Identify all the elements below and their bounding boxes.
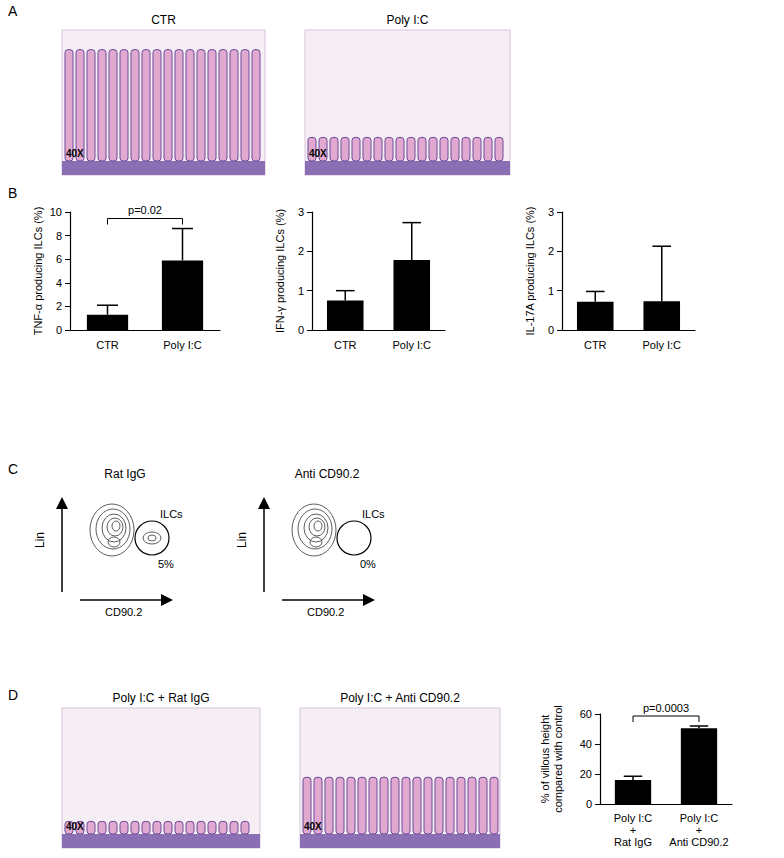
svg-text:B: B [8, 185, 17, 201]
svg-text:compared with control: compared with control [552, 705, 564, 813]
svg-text:20: 20 [580, 768, 592, 780]
svg-text:3: 3 [548, 206, 554, 218]
svg-text:0: 0 [586, 798, 592, 810]
svg-text:CD90.2: CD90.2 [105, 606, 142, 618]
svg-text:ILCs: ILCs [362, 508, 385, 520]
svg-text:D: D [8, 687, 18, 703]
svg-text:CTR: CTR [151, 13, 176, 27]
svg-text:% of villous height: % of villous height [539, 715, 551, 804]
svg-text:0: 0 [548, 324, 554, 336]
svg-text:Poly I:C + Anti CD90.2: Poly I:C + Anti CD90.2 [340, 691, 460, 705]
svg-text:5%: 5% [158, 558, 174, 570]
svg-text:C: C [8, 461, 18, 477]
svg-text:IFN-γ producing ILCs (%): IFN-γ producing ILCs (%) [274, 209, 286, 333]
svg-text:Poly I:C: Poly I:C [614, 812, 653, 824]
svg-text:Anti CD90.2: Anti CD90.2 [669, 836, 728, 848]
svg-text:1: 1 [548, 285, 554, 297]
svg-text:40X: 40X [304, 821, 322, 832]
svg-text:Lin: Lin [33, 532, 47, 548]
svg-text:6: 6 [56, 253, 62, 265]
svg-text:2: 2 [298, 245, 304, 257]
svg-text:Lin: Lin [235, 532, 249, 548]
svg-text:Poly I:C: Poly I:C [392, 339, 431, 351]
svg-text:Rat IgG: Rat IgG [104, 467, 145, 481]
svg-text:2: 2 [548, 245, 554, 257]
svg-text:10: 10 [50, 206, 62, 218]
svg-text:Poly I:C + Rat IgG: Poly I:C + Rat IgG [112, 691, 209, 705]
svg-text:Poly I:C: Poly I:C [680, 812, 719, 824]
svg-text:Poly I:C: Poly I:C [642, 339, 681, 351]
svg-text:Poly I:C: Poly I:C [386, 13, 428, 27]
svg-text:4: 4 [56, 277, 62, 289]
svg-text:Anti CD90.2: Anti CD90.2 [295, 467, 360, 481]
svg-text:CTR: CTR [584, 339, 607, 351]
svg-text:CD90.2: CD90.2 [307, 606, 344, 618]
svg-text:A: A [8, 3, 18, 19]
svg-text:60: 60 [580, 708, 592, 720]
svg-text:Poly I:C: Poly I:C [163, 339, 202, 351]
svg-text:Rat IgG: Rat IgG [614, 836, 652, 848]
svg-text:IL-17A producing ILCs (%): IL-17A producing ILCs (%) [524, 206, 536, 335]
svg-text:+: + [630, 824, 636, 836]
svg-text:40X: 40X [66, 821, 84, 832]
svg-text:CTR: CTR [96, 339, 119, 351]
svg-text:40: 40 [580, 738, 592, 750]
svg-text:3: 3 [298, 206, 304, 218]
svg-text:0: 0 [56, 324, 62, 336]
svg-text:8: 8 [56, 230, 62, 242]
svg-text:2: 2 [56, 300, 62, 312]
svg-text:0: 0 [298, 324, 304, 336]
svg-text:p=0.02: p=0.02 [128, 204, 162, 216]
svg-text:1: 1 [298, 285, 304, 297]
svg-text:0%: 0% [360, 558, 376, 570]
svg-text:TNF-α producing ILCs (%): TNF-α producing ILCs (%) [32, 207, 44, 336]
svg-text:40X: 40X [66, 148, 84, 159]
svg-text:CTR: CTR [334, 339, 357, 351]
svg-text:p=0.0003: p=0.0003 [643, 702, 689, 714]
svg-text:+: + [696, 824, 702, 836]
svg-text:40X: 40X [309, 148, 327, 159]
svg-text:ILCs: ILCs [160, 508, 183, 520]
